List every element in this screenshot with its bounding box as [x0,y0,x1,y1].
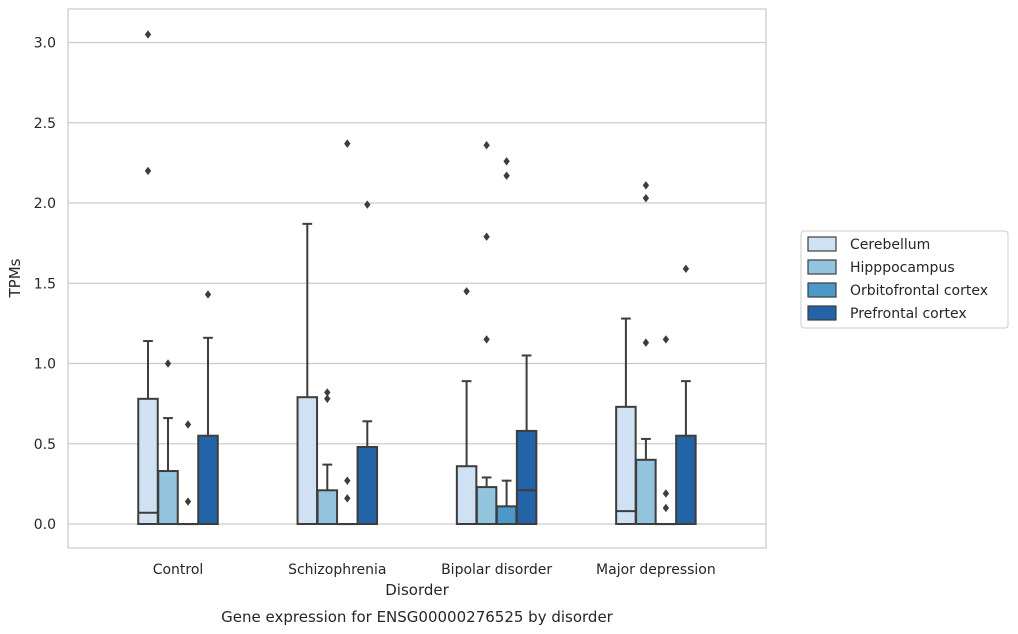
outlier-point [503,171,510,180]
outlier-point [324,388,331,397]
box-prefrontal-cortex [356,200,379,525]
box-hipppocampus [316,388,339,526]
outlier-point [184,420,192,429]
box-body [197,434,219,526]
box-orbitofrontal-cortex [655,335,677,526]
y-tick-label: 2.0 [34,196,56,212]
y-tick-label: 1.5 [34,276,56,292]
outlier-point [344,494,351,503]
box-orbitofrontal-cortex [336,139,359,526]
legend: Cerebellum Hipppocampus Orbitofrontal cort… [800,230,1009,329]
box-cerebellum [455,287,478,525]
box-body [137,397,159,525]
outlier-point [662,335,670,344]
outlier-point [184,497,192,506]
x-tick-label: Bipolar disorder [441,562,552,578]
box-body [515,429,538,525]
box-prefrontal-cortex [197,290,219,526]
x-axis-ticks: Control Schizophrenia Bipolar disorder Majo… [153,562,716,578]
plot-frame [67,8,767,549]
outlier-point [483,141,490,150]
box-layer [137,30,697,526]
legend-swatch [807,236,837,252]
legend-swatch [807,305,837,321]
outlier-point [463,287,470,296]
x-axis-label: Disorder [385,581,449,599]
x-tick-label: Control [153,562,204,578]
outlier-point [642,193,650,203]
y-tick-label: 0.5 [34,437,56,453]
grid-lines [68,41,766,525]
y-tick-label: 2.5 [34,116,56,132]
outlier-point [662,503,670,513]
outlier-point [662,489,670,498]
outlier-point [144,166,152,176]
box-body [675,434,697,526]
box-body [615,405,637,525]
legend-frame [800,230,1009,329]
box-prefrontal-cortex [515,354,538,525]
legend-swatch [807,259,837,275]
chart-caption: Gene expression for ENSG00000276525 by d… [221,608,614,626]
outlier-point [344,139,351,148]
box-prefrontal-cortex [675,264,697,526]
box-orbitofrontal-cortex [495,157,518,526]
box-body [635,458,657,525]
y-tick-label: 3.0 [34,36,56,52]
outlier-point [324,394,331,404]
box-hipppocampus [635,181,657,525]
outlier-point [483,232,490,241]
legend-label: Hipppocampus [850,260,955,276]
box-cerebellum [615,317,637,525]
outlier-point [483,335,490,344]
legend-label: Prefrontal cortex [850,306,967,322]
box-hipppocampus [475,141,498,525]
legend-label: Cerebellum [850,237,930,253]
legend-label: Orbitofrontal cortex [850,283,988,299]
box-body [157,470,179,526]
outlier-point [204,290,212,299]
box-body [356,445,379,525]
outlier-point [344,476,351,485]
y-axis-ticks: 0.0 0.5 1.0 1.5 2.0 2.5 3.0 [34,36,56,534]
outlier-point [642,338,650,347]
box-body [316,489,339,526]
box-body [296,396,319,525]
legend-swatch [807,282,837,298]
outlier-point [144,30,152,39]
y-tick-label: 1.0 [34,357,56,373]
box-cerebellum [137,30,159,525]
x-tick-label: Schizophrenia [288,562,386,578]
box-body [495,505,518,526]
box-cerebellum [296,222,319,525]
outlier-point [503,157,510,166]
box-body [475,486,498,525]
outlier-point [682,264,690,274]
box-body [455,465,478,525]
x-tick-label: Major depression [596,562,716,578]
box-hipppocampus [157,359,179,526]
outlier-point [364,200,371,209]
y-tick-label: 0.0 [34,517,56,533]
y-axis-label: TPMs [6,258,24,298]
outlier-point [164,359,172,368]
box-orbitofrontal-cortex [177,420,199,526]
outlier-point [642,181,650,190]
